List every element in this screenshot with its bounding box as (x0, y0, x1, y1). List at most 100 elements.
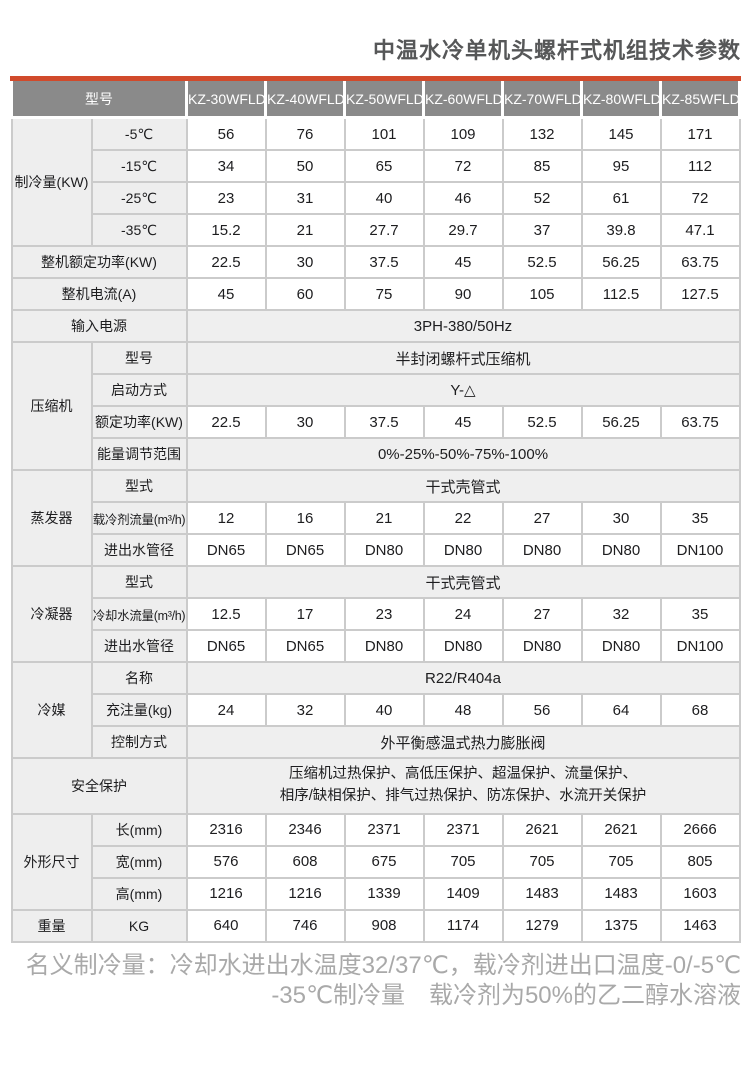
value-cell: 1603 (659, 876, 741, 911)
row-sub-label: KG (90, 908, 188, 943)
table-row: 冷凝器 型式 干式壳管式 (10, 565, 741, 663)
value-cell: 15.2 (185, 213, 267, 247)
merged-value-cell: 半封闭螺杆式压缩机 (185, 341, 741, 375)
table-row: 压缩机 型号 半封闭螺杆式压缩机 (10, 341, 741, 471)
table-row: 充注量(kg) 24 32 40 48 56 64 68 (12, 693, 741, 727)
value-cell: 56 (501, 693, 583, 727)
value-cell: 40 (343, 181, 425, 215)
value-cell: 76 (264, 116, 346, 151)
value-cell: DN80 (580, 533, 662, 567)
merged-value-cell: 外平衡感温式热力膨胀阀 (185, 725, 741, 759)
value-cell: 132 (501, 116, 583, 151)
value-cell: 75 (343, 277, 425, 311)
table-row: 外形尺寸 长(mm) 2316 2346 2371 2371 2621 2621 2666 (10, 812, 741, 911)
value-cell: 45 (422, 245, 504, 279)
value-cell: 63.75 (659, 405, 741, 439)
row-sub-label: -25℃ (90, 181, 188, 215)
value-cell: 21 (343, 501, 425, 535)
value-cell: 2346 (264, 812, 346, 847)
model-column-header: KZ-50WFLD (343, 81, 425, 119)
row-sub-label: 充注量(kg) (90, 693, 188, 727)
table-row: 进出水管径 DN65 DN65 DN80 DN80 DN80 DN80 DN100 (12, 629, 741, 663)
value-cell: 2316 (185, 812, 267, 847)
row-label: 整机额定功率(KW) (10, 245, 188, 279)
value-cell: 608 (264, 844, 346, 879)
row-sub-label: 高(mm) (90, 876, 188, 911)
model-column-header: KZ-80WFLD (580, 81, 662, 119)
model-column-header: KZ-40WFLD (264, 81, 346, 119)
value-cell: 576 (185, 844, 267, 879)
value-cell: 23 (185, 181, 267, 215)
table-row: 整机额定功率(KW) 22.5 30 37.5 45 52.5 56.25 63.75 (10, 245, 741, 279)
value-cell: 35 (659, 501, 741, 535)
row-sub-label: 进出水管径 (90, 629, 188, 663)
value-cell: 52.5 (501, 245, 583, 279)
row-sub-label: 进出水管径 (90, 533, 188, 567)
row-sub-label: 型号 (90, 341, 188, 375)
table-row: 安全保护 压缩机过热保护、高低压保护、超温保护、流量保护、 相序/缺相保护、排气过… (10, 757, 741, 815)
row-sub-label: 载冷剂流量(m³/h) (90, 501, 188, 535)
value-cell: 1483 (501, 876, 583, 911)
value-cell: 21 (264, 213, 346, 247)
model-column-header: KZ-85WFLD (659, 81, 741, 119)
value-cell: 56.25 (580, 245, 662, 279)
value-cell: 171 (659, 116, 741, 151)
table-row: 能量调节范围 0%-25%-50%-75%-100% (12, 437, 741, 471)
value-cell: 23 (343, 597, 425, 631)
value-cell: 1174 (422, 908, 504, 943)
merged-value-cell: 干式壳管式 (185, 565, 741, 599)
value-cell: 101 (343, 116, 425, 151)
row-sub-label: 额定功率(KW) (90, 405, 188, 439)
value-cell: 47.1 (659, 213, 741, 247)
value-cell: 34 (185, 149, 267, 183)
table-row: 载冷剂流量(m³/h) 12 16 21 22 27 30 35 (12, 501, 741, 535)
value-cell: 127.5 (659, 277, 741, 311)
merged-value-cell: R22/R404a (185, 661, 741, 695)
value-cell: 61 (580, 181, 662, 215)
model-column-header: KZ-70WFLD (501, 81, 583, 119)
value-cell: 22.5 (185, 405, 267, 439)
merged-value-cell: 压缩机过热保护、高低压保护、超温保护、流量保护、 相序/缺相保护、排气过热保护、… (185, 757, 741, 815)
page-title: 中温水冷单机头螺杆式机组技术参数 (372, 38, 741, 63)
value-cell: 64 (580, 693, 662, 727)
table-row: 重量 KG 640 746 908 1174 1279 1375 1463 (10, 908, 741, 943)
value-cell: 1483 (580, 876, 662, 911)
value-cell: 95 (580, 149, 662, 183)
row-group-label: 冷媒 (10, 661, 93, 759)
row-sub-label: -35℃ (90, 213, 188, 247)
row-label: 安全保护 (10, 757, 188, 815)
footnote-line-1: 名义制冷量：冷却水进出水温度32/37℃，载冷剂进出口温度-0/-5℃ (25, 951, 741, 979)
value-cell: 2371 (343, 812, 425, 847)
model-header-label: 型号 (10, 81, 188, 119)
merged-value-cell: 3PH-380/50Hz (185, 309, 741, 343)
value-cell: 32 (580, 597, 662, 631)
value-cell: 12.5 (185, 597, 267, 631)
value-cell: 640 (185, 908, 267, 943)
value-cell: 72 (659, 181, 741, 215)
value-cell: DN65 (185, 629, 267, 663)
value-cell: 50 (264, 149, 346, 183)
value-cell: 90 (422, 277, 504, 311)
value-cell: 105 (501, 277, 583, 311)
table-row: 冷媒 名称 R22/R404a (10, 661, 741, 759)
table-row: 额定功率(KW) 22.5 30 37.5 45 52.5 56.25 63.75 (12, 405, 741, 439)
value-cell: 12 (185, 501, 267, 535)
value-cell: 40 (343, 693, 425, 727)
row-label: 输入电源 (10, 309, 188, 343)
value-cell: 45 (185, 277, 267, 311)
spec-table: 型号 KZ-30WFLD KZ-40WFLD KZ-50WFLD KZ-60WF… (10, 81, 741, 943)
table-row: -15℃ 34 50 65 72 85 95 112 (12, 149, 741, 183)
value-cell: 1463 (659, 908, 741, 943)
value-cell: 112 (659, 149, 741, 183)
row-sub-label: 控制方式 (90, 725, 188, 759)
table-row: 冷却水流量(m³/h) 12.5 17 23 24 27 32 35 (12, 597, 741, 631)
value-cell: 60 (264, 277, 346, 311)
value-cell: 1216 (185, 876, 267, 911)
value-cell: 675 (343, 844, 425, 879)
value-cell: DN80 (501, 629, 583, 663)
value-cell: 39.8 (580, 213, 662, 247)
value-cell: 52.5 (501, 405, 583, 439)
value-cell: 63.75 (659, 245, 741, 279)
value-cell: 46 (422, 181, 504, 215)
model-column-header: KZ-60WFLD (422, 81, 504, 119)
